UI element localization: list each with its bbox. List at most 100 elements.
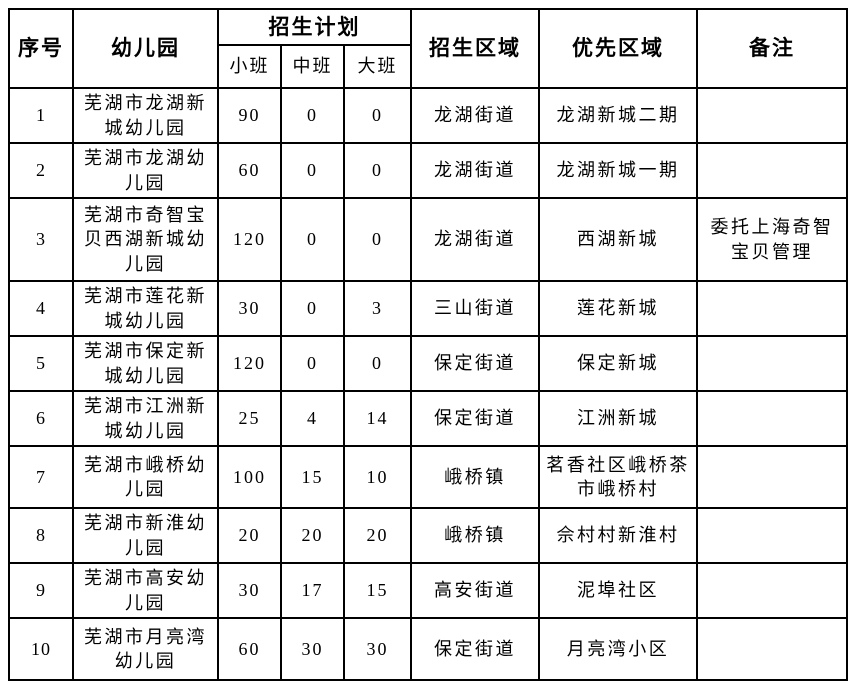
- header-large-class: 大班: [343, 44, 412, 89]
- cell-large-class: 0: [343, 142, 412, 199]
- cell-kindergarten: 芜湖市高安幼儿园: [72, 562, 219, 619]
- cell-kindergarten: 芜湖市月亮湾幼儿园: [72, 617, 219, 681]
- table-row: 8 芜湖市新淮幼儿园 20 20 20 峨桥镇 佘村村新淮村: [8, 507, 848, 564]
- cell-kindergarten: 芜湖市新淮幼儿园: [72, 507, 219, 564]
- header-enrollment-area: 招生区域: [410, 8, 540, 89]
- cell-large-class: 0: [343, 197, 412, 282]
- cell-index: 2: [8, 142, 74, 199]
- table-row: 6 芜湖市江洲新城幼儿园 25 4 14 保定街道 江洲新城: [8, 390, 848, 447]
- cell-middle-class: 0: [280, 280, 345, 337]
- cell-small-class: 60: [217, 142, 282, 199]
- cell-enrollment-area: 龙湖街道: [410, 197, 540, 282]
- cell-large-class: 3: [343, 280, 412, 337]
- cell-large-class: 30: [343, 617, 412, 681]
- cell-middle-class: 0: [280, 87, 345, 144]
- cell-large-class: 0: [343, 87, 412, 144]
- header-kindergarten: 幼儿园: [72, 8, 219, 89]
- cell-priority-area: 莲花新城: [538, 280, 698, 337]
- cell-index: 4: [8, 280, 74, 337]
- cell-small-class: 120: [217, 197, 282, 282]
- cell-kindergarten: 芜湖市莲花新城幼儿园: [72, 280, 219, 337]
- cell-middle-class: 4: [280, 390, 345, 447]
- cell-middle-class: 15: [280, 445, 345, 509]
- cell-middle-class: 0: [280, 335, 345, 392]
- cell-index: 7: [8, 445, 74, 509]
- cell-remark: [696, 445, 848, 509]
- table-row: 7 芜湖市峨桥幼儿园 100 15 10 峨桥镇 茗香社区峨桥茶市峨桥村: [8, 445, 848, 509]
- cell-remark: [696, 142, 848, 199]
- cell-remark: [696, 507, 848, 564]
- cell-small-class: 30: [217, 562, 282, 619]
- cell-enrollment-area: 保定街道: [410, 335, 540, 392]
- cell-priority-area: 月亮湾小区: [538, 617, 698, 681]
- header-enrollment-plan: 招生计划: [217, 8, 412, 46]
- table-row: 4 芜湖市莲花新城幼儿园 30 0 3 三山街道 莲花新城: [8, 280, 848, 337]
- table-row: 5 芜湖市保定新城幼儿园 120 0 0 保定街道 保定新城: [8, 335, 848, 392]
- cell-kindergarten: 芜湖市峨桥幼儿园: [72, 445, 219, 509]
- header-middle-class: 中班: [280, 44, 345, 89]
- cell-priority-area: 茗香社区峨桥茶市峨桥村: [538, 445, 698, 509]
- cell-large-class: 15: [343, 562, 412, 619]
- cell-index: 3: [8, 197, 74, 282]
- cell-small-class: 20: [217, 507, 282, 564]
- header-priority-area: 优先区域: [538, 8, 698, 89]
- cell-priority-area: 泥埠社区: [538, 562, 698, 619]
- cell-kindergarten: 芜湖市奇智宝贝西湖新城幼儿园: [72, 197, 219, 282]
- cell-middle-class: 17: [280, 562, 345, 619]
- cell-enrollment-area: 高安街道: [410, 562, 540, 619]
- cell-priority-area: 佘村村新淮村: [538, 507, 698, 564]
- cell-remark: [696, 335, 848, 392]
- cell-priority-area: 西湖新城: [538, 197, 698, 282]
- header-row-sub: 小班 中班 大班: [9, 44, 847, 89]
- cell-priority-area: 龙湖新城二期: [538, 87, 698, 144]
- table-row: 10 芜湖市月亮湾幼儿园 60 30 30 保定街道 月亮湾小区: [8, 617, 848, 681]
- cell-middle-class: 20: [280, 507, 345, 564]
- cell-priority-area: 龙湖新城一期: [538, 142, 698, 199]
- cell-middle-class: 30: [280, 617, 345, 681]
- cell-enrollment-area: 三山街道: [410, 280, 540, 337]
- cell-remark: [696, 87, 848, 144]
- cell-small-class: 120: [217, 335, 282, 392]
- cell-index: 1: [8, 87, 74, 144]
- cell-enrollment-area: 保定街道: [410, 390, 540, 447]
- header-small-class: 小班: [217, 44, 282, 89]
- cell-remark: [696, 562, 848, 619]
- header-index: 序号: [8, 8, 74, 89]
- cell-index: 8: [8, 507, 74, 564]
- cell-large-class: 10: [343, 445, 412, 509]
- cell-middle-class: 0: [280, 142, 345, 199]
- cell-remark: [696, 390, 848, 447]
- cell-small-class: 25: [217, 390, 282, 447]
- cell-enrollment-area: 保定街道: [410, 617, 540, 681]
- enrollment-plan-table: 序号 幼儿园 招生计划 招生区域 优先区域 备注 小班 中班 大班 1 芜湖市龙…: [8, 8, 848, 681]
- table-row: 9 芜湖市高安幼儿园 30 17 15 高安街道 泥埠社区: [8, 562, 848, 619]
- cell-index: 5: [8, 335, 74, 392]
- cell-middle-class: 0: [280, 197, 345, 282]
- cell-remark: [696, 617, 848, 681]
- cell-small-class: 60: [217, 617, 282, 681]
- cell-kindergarten: 芜湖市龙湖幼儿园: [72, 142, 219, 199]
- cell-large-class: 20: [343, 507, 412, 564]
- cell-enrollment-area: 峨桥镇: [410, 445, 540, 509]
- cell-remark: [696, 280, 848, 337]
- cell-enrollment-area: 峨桥镇: [410, 507, 540, 564]
- header-row-main: 序号 幼儿园 招生计划 招生区域 优先区域 备注: [8, 8, 848, 89]
- cell-enrollment-area: 龙湖街道: [410, 87, 540, 144]
- cell-large-class: 0: [343, 335, 412, 392]
- table-row: 3 芜湖市奇智宝贝西湖新城幼儿园 120 0 0 龙湖街道 西湖新城 委托上海奇…: [8, 197, 848, 282]
- cell-index: 10: [8, 617, 74, 681]
- cell-small-class: 30: [217, 280, 282, 337]
- header-remark: 备注: [696, 8, 848, 89]
- cell-remark: 委托上海奇智宝贝管理: [696, 197, 848, 282]
- table-row: 1 芜湖市龙湖新城幼儿园 90 0 0 龙湖街道 龙湖新城二期: [8, 87, 848, 144]
- cell-kindergarten: 芜湖市保定新城幼儿园: [72, 335, 219, 392]
- cell-large-class: 14: [343, 390, 412, 447]
- cell-small-class: 90: [217, 87, 282, 144]
- cell-priority-area: 江洲新城: [538, 390, 698, 447]
- cell-index: 9: [8, 562, 74, 619]
- cell-small-class: 100: [217, 445, 282, 509]
- cell-index: 6: [8, 390, 74, 447]
- table-row: 2 芜湖市龙湖幼儿园 60 0 0 龙湖街道 龙湖新城一期: [8, 142, 848, 199]
- cell-kindergarten: 芜湖市龙湖新城幼儿园: [72, 87, 219, 144]
